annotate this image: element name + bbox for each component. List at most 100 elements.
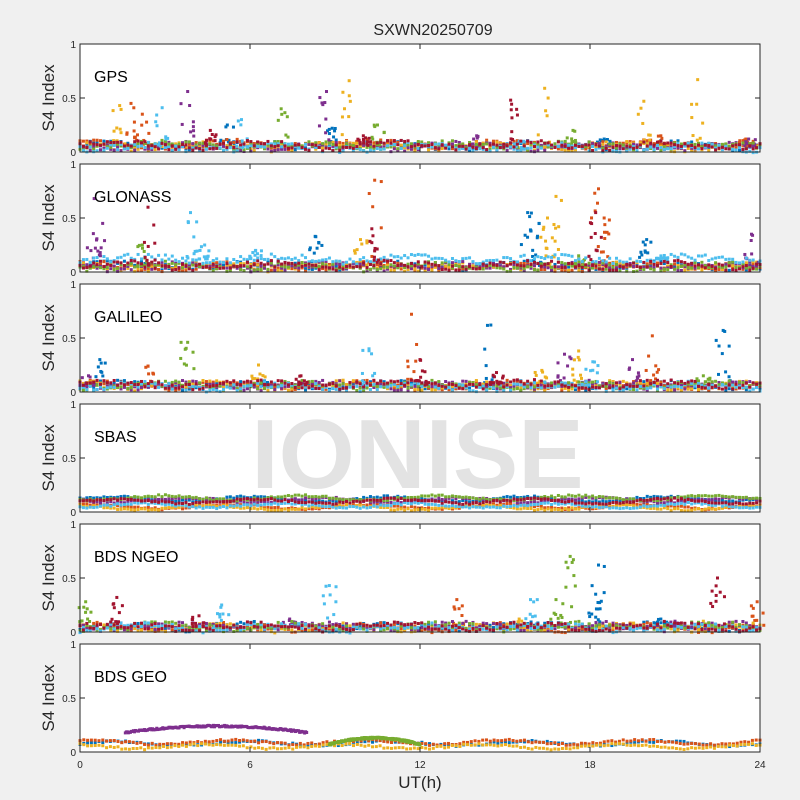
peak-point <box>659 134 663 138</box>
data-point <box>440 257 444 261</box>
data-point <box>105 266 109 270</box>
data-point <box>727 147 731 151</box>
data-point <box>717 262 721 266</box>
data-point <box>638 255 642 259</box>
data-point <box>666 388 670 392</box>
data-point <box>297 266 301 270</box>
data-point <box>136 139 140 143</box>
data-point <box>594 267 598 271</box>
data-point <box>406 365 410 369</box>
data-point <box>109 381 113 385</box>
peak-point <box>359 238 362 242</box>
data-point <box>505 385 509 389</box>
data-point <box>686 382 690 386</box>
data-point <box>207 249 211 253</box>
data-point <box>191 388 195 392</box>
data-point <box>474 143 478 147</box>
data-point <box>406 262 410 266</box>
data-point <box>81 139 85 143</box>
data-point <box>491 386 495 390</box>
data-point <box>611 382 615 386</box>
data-point <box>334 141 338 145</box>
data-point <box>293 141 297 145</box>
data-point <box>509 145 513 149</box>
data-point <box>157 385 161 389</box>
data-point <box>696 141 700 145</box>
data-point <box>204 262 208 266</box>
data-point <box>662 147 666 151</box>
data-point <box>614 144 618 148</box>
data-point <box>276 148 280 152</box>
data-point <box>307 148 311 152</box>
data-point <box>546 96 550 100</box>
data-point <box>707 146 711 150</box>
data-point <box>659 269 663 273</box>
peak-point <box>279 107 283 111</box>
data-point <box>437 266 441 270</box>
peak-point <box>313 234 317 238</box>
data-point <box>126 261 130 265</box>
data-point <box>563 386 567 390</box>
data-point <box>464 384 468 388</box>
data-point <box>572 378 576 382</box>
data-point <box>198 147 202 151</box>
data-point <box>252 148 256 152</box>
data-point <box>590 216 594 220</box>
data-point <box>222 266 226 270</box>
data-point <box>621 260 625 264</box>
data-point <box>679 264 683 268</box>
data-point <box>744 264 748 268</box>
data-point <box>512 145 516 149</box>
data-point <box>122 385 126 389</box>
data-point <box>119 149 123 153</box>
data-point <box>645 144 649 148</box>
data-point <box>676 384 680 388</box>
peak-point <box>475 134 479 138</box>
data-point <box>321 260 325 264</box>
data-point <box>447 388 451 392</box>
data-point <box>601 381 605 385</box>
data-point <box>420 385 424 389</box>
data-point <box>95 260 99 264</box>
data-point <box>389 145 393 149</box>
data-point <box>201 143 205 147</box>
data-point <box>450 145 454 149</box>
peak-point <box>225 123 229 127</box>
peak-point <box>495 371 498 375</box>
data-point <box>539 383 543 387</box>
data-point <box>184 145 188 149</box>
data-point <box>167 382 171 386</box>
data-point <box>213 135 217 139</box>
data-point <box>215 383 219 387</box>
data-point <box>669 145 673 149</box>
data-point <box>105 381 109 385</box>
data-point <box>437 383 441 387</box>
data-point <box>580 269 584 273</box>
data-point <box>379 138 383 142</box>
data-point <box>741 381 745 385</box>
data-point <box>488 141 492 145</box>
data-point <box>283 111 287 115</box>
data-point <box>591 368 595 372</box>
data-point <box>556 257 560 261</box>
data-point <box>662 384 666 388</box>
data-point <box>392 142 396 146</box>
data-point <box>532 268 536 272</box>
data-point <box>355 248 359 252</box>
data-point <box>734 260 738 264</box>
data-point <box>644 368 648 372</box>
data-point <box>676 261 680 265</box>
data-point <box>249 380 253 384</box>
data-point <box>218 263 222 267</box>
data-point <box>655 140 659 144</box>
data-point <box>502 145 506 149</box>
data-point <box>529 262 533 266</box>
data-point <box>433 256 437 260</box>
data-point <box>570 146 574 150</box>
data-point <box>225 266 229 270</box>
data-point <box>170 380 174 384</box>
data-point <box>379 140 383 144</box>
data-point <box>116 383 120 387</box>
data-point <box>297 380 301 384</box>
data-point <box>249 140 253 144</box>
